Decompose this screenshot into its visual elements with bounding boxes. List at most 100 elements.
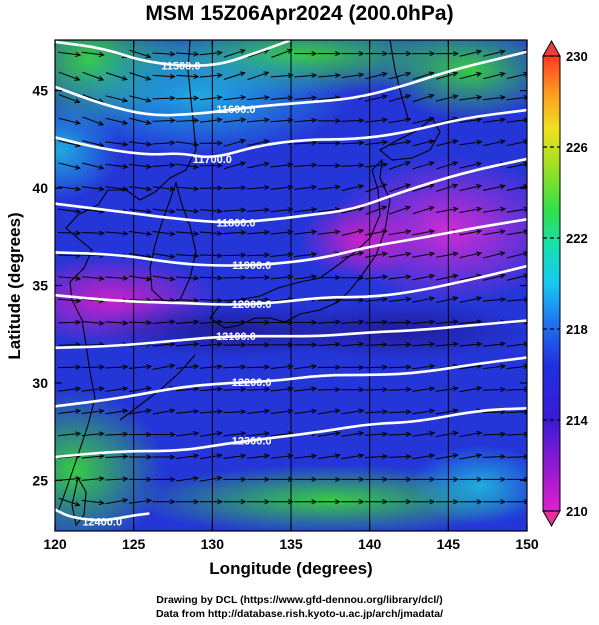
wind-arrow xyxy=(506,161,527,169)
wind-arrow xyxy=(364,431,389,437)
wind-arrow xyxy=(152,73,176,80)
wind-arrow xyxy=(223,342,247,348)
wind-arrow xyxy=(412,476,436,482)
wind-arrow xyxy=(246,319,271,326)
wind-arrow xyxy=(435,251,459,258)
wind-arrow xyxy=(459,499,483,505)
wind-arrow xyxy=(152,51,176,57)
wind-arrow xyxy=(294,476,318,482)
wind-arrow xyxy=(435,94,459,102)
colorbar-ticks: 210 214 218 222 226 230 xyxy=(543,49,588,519)
wind-arrow xyxy=(341,51,365,57)
wind-arrow xyxy=(152,117,176,124)
wind-arrow xyxy=(364,364,389,370)
wind-arrow xyxy=(199,117,223,123)
wind-arrow xyxy=(412,408,436,415)
wind-arrow xyxy=(364,319,389,325)
wind-arrow xyxy=(105,163,129,170)
wind-arrow xyxy=(388,117,412,124)
wind-arrow xyxy=(246,117,271,123)
wind-arrow xyxy=(246,408,271,414)
wind-arrow xyxy=(341,140,365,146)
wind-arrow xyxy=(341,228,365,237)
wind-arrow xyxy=(435,453,459,460)
y-tick-label-2: 35 xyxy=(32,278,48,294)
wind-arrow xyxy=(412,453,436,460)
wind-arrow xyxy=(341,297,365,303)
wind-arrow xyxy=(199,140,223,146)
wind-arrow xyxy=(199,297,223,304)
wind-arrow xyxy=(152,162,176,168)
wind-arrow xyxy=(199,275,223,281)
wind-arrow xyxy=(483,251,506,259)
wind-arrow xyxy=(105,95,129,103)
wind-arrow xyxy=(341,408,365,415)
wind-arrow xyxy=(199,230,223,237)
wind-arrow xyxy=(82,116,105,126)
wind-arrow xyxy=(317,229,341,235)
wind-arrow xyxy=(152,253,176,259)
height-contours: 11500.0 11600.0 11700.0 11800.0 11900.0 12000… xyxy=(55,40,527,528)
wind-arrow xyxy=(128,186,153,192)
wind-arrow xyxy=(365,229,388,236)
wind-arrow xyxy=(506,363,527,370)
wind-arrow xyxy=(246,499,271,505)
wind-arrow xyxy=(365,251,388,258)
wind-arrow xyxy=(459,453,483,460)
wind-arrow xyxy=(364,274,389,280)
wind-arrow xyxy=(459,139,483,146)
wind-arrow xyxy=(294,95,318,101)
wind-vectors xyxy=(58,48,527,507)
wind-arrow xyxy=(58,497,81,507)
wind-arrow xyxy=(105,275,129,281)
wind-arrow xyxy=(105,476,129,482)
wind-arrow xyxy=(435,51,459,57)
wind-arrow xyxy=(365,94,388,102)
wind-arrow xyxy=(246,342,271,348)
wind-arrow xyxy=(105,386,129,392)
wind-arrow xyxy=(176,73,200,80)
wind-arrow xyxy=(129,408,152,415)
wind-arrow xyxy=(128,454,153,460)
wind-arrow xyxy=(341,341,365,347)
wind-arrow xyxy=(105,72,128,81)
wind-arrow xyxy=(317,118,341,124)
wind-arrow xyxy=(459,319,483,325)
wind-arrow xyxy=(270,499,294,505)
wind-arrow xyxy=(199,499,223,505)
wind-arrow xyxy=(412,161,435,170)
wind-arrow xyxy=(412,251,436,258)
wind-arrow xyxy=(176,319,200,325)
wind-arrow xyxy=(58,275,82,281)
wind-arrow xyxy=(506,499,527,505)
wind-arrow xyxy=(482,431,507,437)
wind-arrow xyxy=(223,252,247,258)
wind-arrow xyxy=(176,275,200,281)
coastline-taiwan xyxy=(71,476,87,527)
wind-arrow xyxy=(128,476,153,482)
wind-arrow xyxy=(152,140,176,146)
height-contour-label-3: 11800.0 xyxy=(216,218,255,230)
height-contour-label-2: 11700.0 xyxy=(193,154,232,166)
wind-arrow xyxy=(294,251,318,258)
wind-arrow xyxy=(270,95,294,101)
wind-arrow xyxy=(459,296,483,303)
wind-arrow xyxy=(388,319,412,325)
wind-arrow xyxy=(482,117,507,123)
wind-arrow xyxy=(341,387,365,393)
wind-arrow xyxy=(176,51,200,57)
wind-arrow xyxy=(270,207,294,213)
height-contour-1 xyxy=(55,50,527,117)
wind-arrow xyxy=(270,363,294,370)
wind-arrow xyxy=(223,319,247,326)
wind-arrow xyxy=(223,207,247,213)
x-tick-label-5: 145 xyxy=(437,536,461,552)
wind-arrow xyxy=(81,386,105,392)
height-contour-label-6: 12100.0 xyxy=(216,331,256,343)
wind-arrow xyxy=(81,364,105,370)
y-tick-label-4: 45 xyxy=(32,83,48,99)
wind-arrow xyxy=(223,431,247,437)
wind-arrow xyxy=(459,251,483,259)
wind-arrow xyxy=(58,431,82,437)
wind-arrow xyxy=(152,275,176,282)
